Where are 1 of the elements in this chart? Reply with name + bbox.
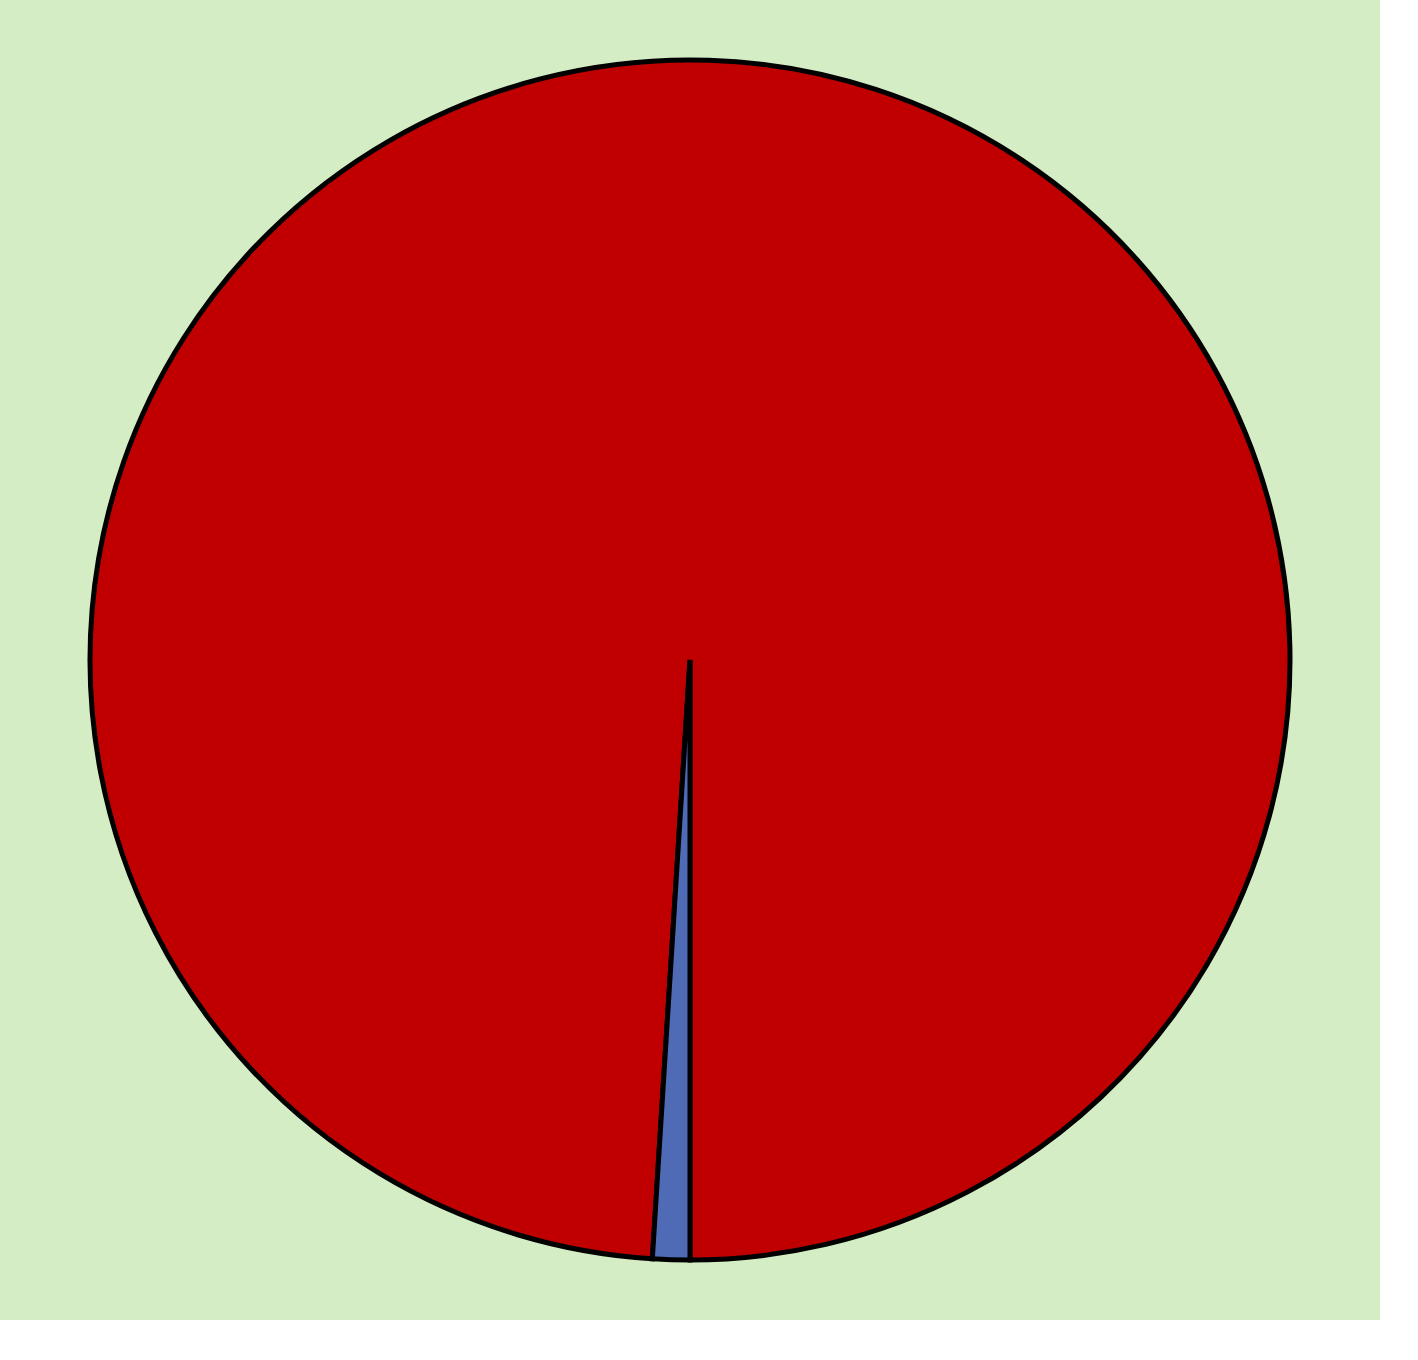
pie-slice xyxy=(88,57,1293,1263)
